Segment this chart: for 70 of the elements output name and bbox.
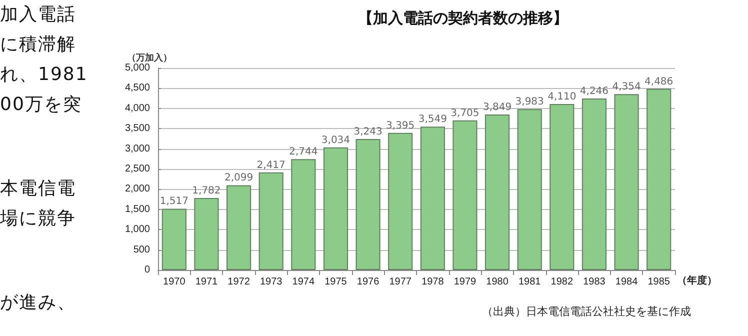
text: 本電信電 — [0, 177, 76, 200]
y-tick-label: 1,000 — [124, 224, 150, 236]
data-label: 2,744 — [289, 146, 318, 158]
data-label: 2,099 — [224, 172, 254, 184]
chart-title: 【加入電話の契約者数の推移】 — [358, 10, 568, 27]
x-tick-label: 1974 — [292, 276, 315, 288]
bar — [485, 114, 510, 270]
bar — [226, 185, 252, 270]
data-label: 4,110 — [548, 91, 576, 102]
data-label: 3,034 — [321, 134, 350, 146]
bar — [194, 198, 219, 270]
bar — [452, 120, 478, 270]
x-tick-label: 1982 — [550, 276, 574, 288]
data-label: 1,782 — [192, 186, 221, 197]
y-tick-label: 3,500 — [124, 123, 150, 134]
bar — [582, 98, 606, 270]
data-label: 4,486 — [644, 76, 674, 88]
x-tick-label: 1978 — [422, 276, 444, 288]
data-label: 3,983 — [515, 96, 544, 108]
x-tick-label: 1975 — [324, 276, 348, 288]
y-tick-label: 0 — [144, 264, 150, 276]
x-tick-label: 1983 — [583, 276, 606, 288]
bar — [614, 94, 639, 270]
bar — [517, 109, 542, 270]
data-label: 3,395 — [386, 120, 415, 132]
x-tick-label: 1980 — [486, 276, 509, 288]
bar — [356, 138, 380, 270]
bar — [550, 104, 574, 270]
x-tick-label: 1972 — [228, 276, 250, 288]
bar — [323, 147, 348, 270]
y-axis-title: （万加入） — [127, 52, 172, 62]
y-tick-label: 2,000 — [124, 184, 150, 195]
y-tick-label: 4,500 — [124, 82, 150, 94]
bar — [388, 132, 413, 270]
x-tick-label: 1981 — [518, 276, 542, 288]
data-label: 1,517 — [160, 196, 188, 208]
x-tick-label: 1977 — [389, 276, 412, 288]
x-tick-label: 1979 — [454, 276, 477, 288]
text: 00万を突 — [0, 93, 82, 116]
data-label: 3,549 — [418, 114, 447, 126]
x-tick-label: 1971 — [195, 276, 218, 288]
data-label: 4,354 — [612, 82, 641, 93]
text: が進み、 — [0, 291, 76, 314]
bar — [646, 88, 672, 270]
text: に積滞解 — [0, 33, 76, 56]
bar — [162, 208, 186, 270]
x-axis-title: （年度） — [677, 274, 717, 286]
data-label: 4,246 — [580, 86, 609, 97]
text: 加入電話 — [0, 3, 76, 26]
y-tick-label: 1,500 — [124, 204, 150, 215]
y-tick-label: 2,500 — [124, 164, 150, 174]
y-tick-label: 4,000 — [124, 102, 150, 114]
y-tick-label: 5,000 — [124, 62, 150, 74]
data-label: 3,705 — [450, 108, 480, 119]
data-label: 3,243 — [354, 126, 382, 138]
text: （出典）日本電信電話公社社史を基に作成 — [482, 304, 691, 319]
x-tick-label: 1985 — [648, 276, 670, 288]
x-tick-label: 1973 — [260, 276, 283, 288]
x-tick-label: 1976 — [356, 276, 380, 288]
x-tick-label: 1984 — [615, 276, 638, 288]
y-tick-label: 3,000 — [124, 143, 150, 154]
bar — [291, 159, 316, 270]
data-label: 2,417 — [256, 160, 286, 171]
bar — [420, 126, 445, 270]
bar — [258, 172, 284, 270]
text: 場に競争 — [0, 207, 76, 230]
data-label: 3,849 — [482, 102, 512, 113]
x-tick-label: 1970 — [163, 276, 186, 288]
text: れ、1981 — [0, 63, 88, 86]
y-tick-label: 500 — [133, 244, 150, 256]
